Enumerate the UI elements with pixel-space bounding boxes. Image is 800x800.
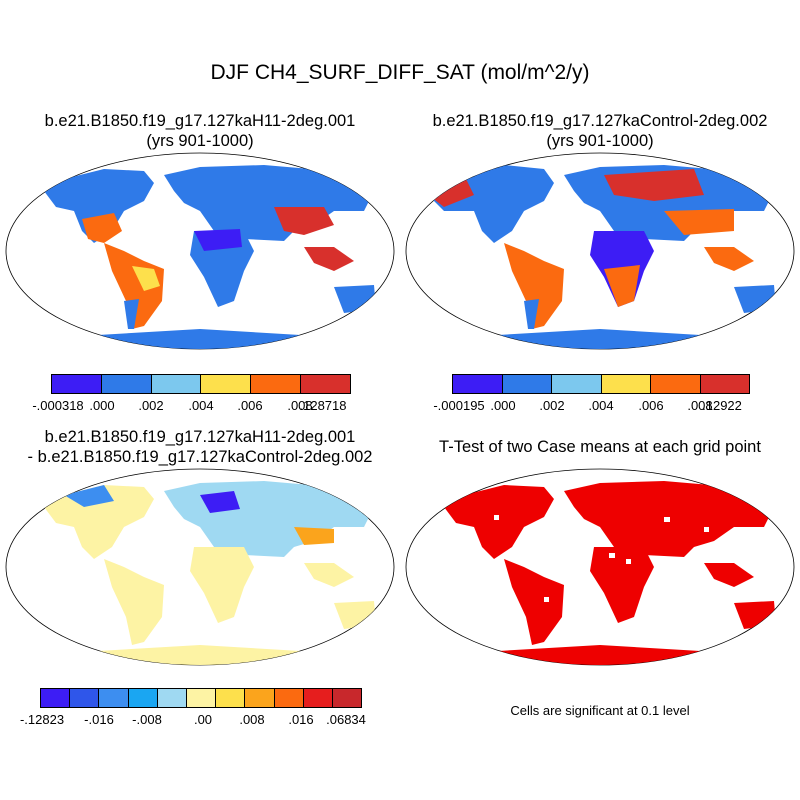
colorbar-tick-label: .000 — [89, 398, 115, 413]
colorbar-swatch — [41, 689, 71, 707]
colorbar-tick-label: .006 — [638, 398, 664, 413]
colorbar-tick-label: .128718 — [299, 398, 347, 413]
colorbar-swatch — [303, 689, 333, 707]
colorbar-tick-label: .006 — [237, 398, 263, 413]
colorbar-tick-label: .008 — [687, 398, 713, 413]
panel4-title: T-Test of two Case means at each grid po… — [400, 437, 800, 457]
colorbar-swatch — [601, 375, 651, 393]
colorbar-tick-label: .004 — [188, 398, 214, 413]
colorbar-swatch — [201, 375, 252, 393]
colorbar-tick-label: -.000318 — [32, 398, 84, 413]
colorbar-swatch — [70, 689, 100, 707]
colorbar-tick-label: .00 — [193, 712, 213, 727]
panel4-nonsignificant-cells — [494, 515, 709, 602]
colorbar-swatch — [552, 375, 602, 393]
colorbar-tick-label: -.12823 — [19, 712, 65, 727]
colorbar-swatch — [151, 375, 202, 393]
panel3-title-line2: - b.e21.B1850.f19_g17.127kaControl-2deg.… — [27, 448, 373, 466]
panel4-title-line1: T-Test of two Case means at each grid po… — [439, 438, 761, 456]
panel2-title-line2: (yrs 901-1000) — [546, 132, 654, 150]
colorbar-tick-label: .008 — [287, 398, 313, 413]
colorbar-swatch — [332, 689, 362, 707]
colorbar-tick-label: .002 — [539, 398, 565, 413]
colorbar-swatch — [453, 375, 503, 393]
colorbar-panel3 — [40, 688, 362, 708]
colorbar-swatch — [157, 689, 187, 707]
colorbar-swatch — [99, 689, 129, 707]
colorbar-tick-label: .002 — [138, 398, 164, 413]
colorbar-panel1 — [51, 374, 351, 394]
colorbar-swatch — [128, 689, 158, 707]
map-panel2 — [405, 152, 795, 350]
colorbar-swatch — [245, 689, 275, 707]
panel3-title-line1: b.e21.B1850.f19_g17.127kaH11-2deg.001 — [44, 428, 356, 446]
colorbar-tick-label: .008 — [239, 712, 265, 727]
map-panel1 — [5, 152, 395, 350]
colorbar-tick-label: .000 — [490, 398, 516, 413]
colorbar-swatch — [52, 375, 102, 393]
colorbar-swatch — [301, 375, 350, 393]
colorbar-tick-label: .004 — [588, 398, 614, 413]
colorbar-tick-label: .12922 — [702, 398, 742, 413]
colorbar-swatch — [251, 375, 302, 393]
colorbar-tick-label: -.016 — [84, 712, 114, 727]
colorbar-tick-label: .06834 — [326, 712, 366, 727]
figure-title: DJF CH4_SURF_DIFF_SAT (mol/m^2/y) — [210, 61, 590, 84]
colorbar-tick-label: .016 — [288, 712, 314, 727]
significance-note: Cells are significant at 0.1 level — [510, 703, 690, 718]
colorbar-swatch — [651, 375, 701, 393]
map-panel3 — [5, 468, 395, 666]
colorbar-swatch — [216, 689, 246, 707]
colorbar-swatch — [186, 689, 217, 707]
map-panel4 — [405, 468, 795, 666]
colorbar-swatch — [101, 375, 152, 393]
panel1-title-line2: (yrs 901-1000) — [146, 132, 254, 150]
panel2-title: b.e21.B1850.f19_g17.127kaControl-2deg.00… — [400, 111, 800, 151]
colorbar-swatch — [274, 689, 304, 707]
colorbar-tick-label: -.000195 — [433, 398, 485, 413]
panel1-title-line1: b.e21.B1850.f19_g17.127kaH11-2deg.001 — [44, 112, 356, 130]
colorbar-tick-label: -.008 — [132, 712, 162, 727]
colorbar-panel2 — [452, 374, 750, 394]
panel1-title: b.e21.B1850.f19_g17.127kaH11-2deg.001 (y… — [0, 111, 400, 151]
colorbar-swatch — [502, 375, 552, 393]
panel2-title-line1: b.e21.B1850.f19_g17.127kaControl-2deg.00… — [432, 112, 768, 130]
colorbar-swatch — [700, 375, 749, 393]
panel3-title: b.e21.B1850.f19_g17.127kaH11-2deg.001 - … — [0, 427, 400, 467]
